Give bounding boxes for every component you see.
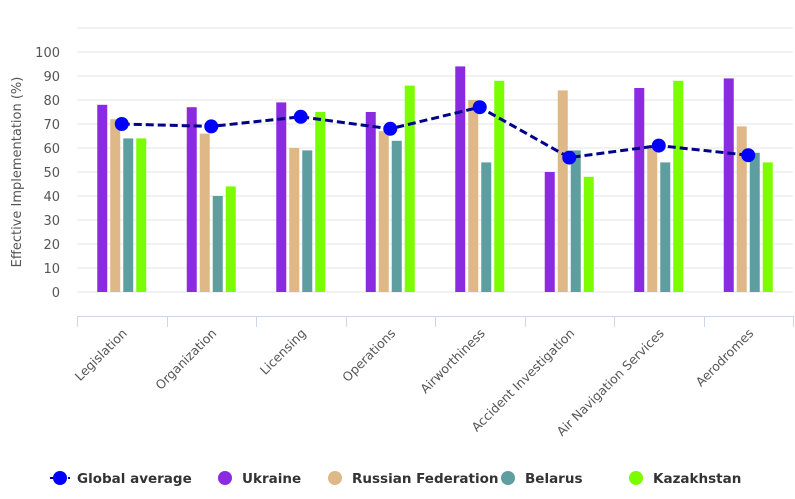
- x-tick-label: Organization: [152, 326, 219, 393]
- legend-label: Kazakhstan: [653, 471, 741, 487]
- bar[interactable]: [110, 119, 121, 292]
- x-tick-label: Operations: [339, 326, 398, 385]
- bar[interactable]: [97, 104, 108, 292]
- bar[interactable]: [212, 196, 223, 292]
- y-tick-label: 40: [43, 190, 60, 205]
- series-ukraine: [97, 66, 734, 293]
- legend-item-belarus[interactable]: Belarus: [501, 471, 583, 487]
- bar[interactable]: [583, 176, 594, 292]
- y-tick-label: 60: [43, 142, 60, 157]
- y-tick-label: 0: [52, 286, 60, 301]
- line-point[interactable]: [472, 100, 487, 115]
- legend-marker: [328, 471, 342, 485]
- legend-label: Ukraine: [242, 471, 301, 487]
- y-tick-label: 30: [43, 214, 60, 229]
- bar[interactable]: [289, 148, 300, 292]
- legend-item-kazakhstan[interactable]: Kazakhstan: [629, 471, 741, 487]
- legend-item-russian-federation[interactable]: Russian Federation: [328, 471, 499, 487]
- bar[interactable]: [365, 112, 376, 292]
- line-point[interactable]: [562, 150, 577, 165]
- bar[interactable]: [570, 150, 581, 292]
- bar[interactable]: [199, 133, 210, 292]
- line-point[interactable]: [204, 119, 219, 134]
- series-kazakhstan: [136, 80, 773, 292]
- line-point[interactable]: [651, 138, 666, 153]
- bar[interactable]: [673, 80, 684, 292]
- bar[interactable]: [494, 80, 505, 292]
- series-belarus: [123, 138, 760, 292]
- bar[interactable]: [404, 85, 415, 292]
- line-point[interactable]: [383, 121, 398, 136]
- y-tick-label: 100: [35, 46, 60, 61]
- bar[interactable]: [315, 112, 326, 292]
- y-tick-label: 10: [43, 262, 60, 277]
- y-tick-label: 90: [43, 70, 60, 85]
- bar[interactable]: [136, 138, 147, 292]
- bar[interactable]: [660, 162, 671, 292]
- legend-label: Global average: [77, 471, 192, 487]
- x-tick-label: Airworthiness: [417, 326, 488, 397]
- bar[interactable]: [123, 138, 134, 292]
- y-tick-label: 70: [43, 118, 60, 133]
- y-tick-label: 50: [43, 166, 60, 181]
- global-average-path: [121, 105, 749, 160]
- bar[interactable]: [634, 88, 645, 292]
- x-tick-label: Accident Investigation: [468, 326, 577, 435]
- bar[interactable]: [225, 186, 236, 292]
- legend-item-global-average[interactable]: Global average: [50, 471, 192, 487]
- line-point[interactable]: [293, 109, 308, 124]
- x-tick-label: Legislation: [72, 326, 130, 384]
- line-point[interactable]: [741, 148, 756, 163]
- bar[interactable]: [186, 107, 197, 292]
- bar[interactable]: [455, 66, 466, 293]
- bar[interactable]: [481, 162, 492, 292]
- legend-marker: [629, 471, 643, 485]
- bar[interactable]: [736, 126, 747, 293]
- y-tick-label: 80: [43, 94, 60, 109]
- legend-item-ukraine[interactable]: Ukraine: [218, 471, 301, 487]
- global-average-line: [114, 100, 756, 165]
- bar[interactable]: [557, 90, 568, 293]
- line-point[interactable]: [114, 117, 129, 131]
- y-axis-ticks: 0 10 20 30 40 50 60 70 80 90 100: [35, 46, 60, 301]
- bar[interactable]: [391, 140, 402, 292]
- legend-label: Russian Federation: [352, 471, 499, 487]
- legend: Global average Ukraine Russian Federation B…: [50, 471, 741, 487]
- bar[interactable]: [723, 78, 734, 293]
- legend-label: Belarus: [525, 471, 583, 487]
- bar[interactable]: [302, 150, 313, 292]
- y-tick-label: 20: [43, 238, 60, 253]
- bar[interactable]: [749, 152, 760, 292]
- x-tick-label: Aerodromes: [692, 326, 756, 390]
- x-axis: [77, 316, 794, 327]
- bar[interactable]: [276, 102, 287, 293]
- series-russian-federation: [110, 90, 747, 293]
- x-axis-labels: Legislation Organization Licensing Operatio…: [72, 326, 757, 439]
- bar[interactable]: [762, 162, 773, 292]
- bar[interactable]: [544, 172, 555, 292]
- x-tick-label: Licensing: [257, 326, 309, 378]
- legend-marker: [218, 471, 232, 485]
- gridlines: [77, 27, 793, 293]
- y-axis-label: Effective Implementation (%): [10, 77, 25, 268]
- bar[interactable]: [378, 131, 389, 292]
- legend-marker: [53, 471, 67, 485]
- bars: [97, 66, 773, 293]
- bar[interactable]: [647, 145, 658, 292]
- bar[interactable]: [468, 100, 479, 292]
- legend-marker: [501, 471, 515, 485]
